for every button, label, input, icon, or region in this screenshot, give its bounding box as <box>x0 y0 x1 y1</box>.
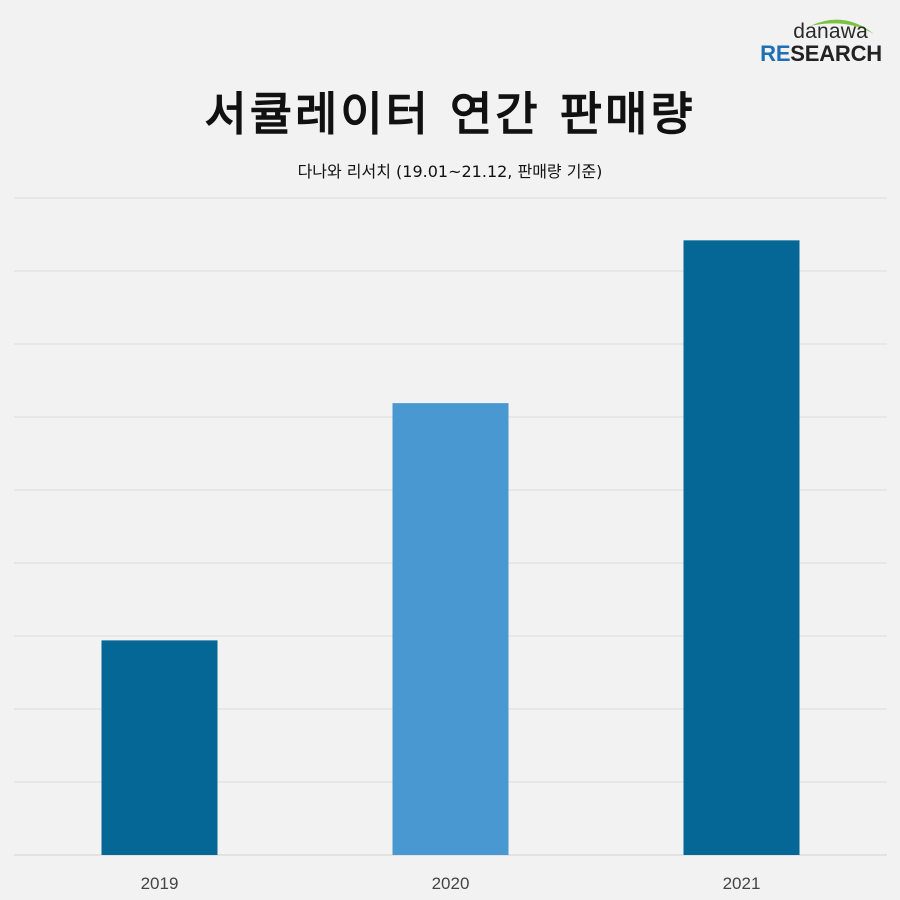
x-tick-label-2019: 2019 <box>141 874 179 893</box>
logo-research-text: RESEARCH <box>760 41 882 66</box>
bar-2020 <box>392 403 509 855</box>
danawa-research-logo: danawa RESEARCH <box>752 14 882 66</box>
x-tick-label-2020: 2020 <box>432 874 470 893</box>
logo-danawa-text: danawa <box>793 20 868 43</box>
bars <box>101 240 800 856</box>
logo-swoosh-icon <box>810 19 874 34</box>
bar-2021 <box>683 240 800 856</box>
bar-2019 <box>101 640 218 855</box>
x-axis-labels: 2019 2020 2021 <box>141 874 761 893</box>
x-tick-label-2021: 2021 <box>723 874 761 893</box>
chart-title: 서큘레이터 연간 판매량 <box>204 87 696 141</box>
chart-subtitle: 다나와 리서치 (19.01~21.12, 판매량 기준) <box>297 162 603 181</box>
